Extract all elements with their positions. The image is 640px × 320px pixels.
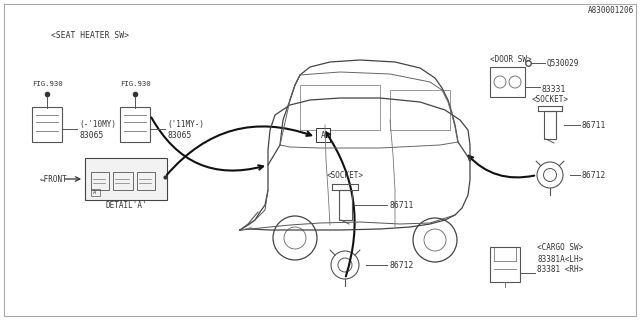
FancyArrowPatch shape bbox=[468, 156, 534, 178]
Bar bbox=[390, 90, 450, 130]
Text: DETAIL'A': DETAIL'A' bbox=[105, 202, 147, 211]
Text: 86711: 86711 bbox=[582, 121, 606, 130]
Text: <SEAT HEATER SW>: <SEAT HEATER SW> bbox=[51, 30, 129, 39]
Text: 83381 <RH>: 83381 <RH> bbox=[537, 266, 583, 275]
Bar bbox=[113, 172, 133, 190]
Text: 83065: 83065 bbox=[167, 131, 191, 140]
Text: FIG.930: FIG.930 bbox=[120, 81, 150, 87]
Text: A830001206: A830001206 bbox=[588, 6, 634, 15]
FancyArrowPatch shape bbox=[326, 132, 355, 276]
Bar bbox=[316, 128, 330, 142]
Bar bbox=[137, 172, 155, 190]
Bar bbox=[32, 107, 62, 142]
Text: ⇐FRONT: ⇐FRONT bbox=[40, 174, 68, 183]
Bar bbox=[91, 189, 100, 196]
Bar bbox=[544, 111, 556, 139]
Text: <DOOR SW>: <DOOR SW> bbox=[490, 54, 532, 63]
Text: Q530029: Q530029 bbox=[547, 59, 579, 68]
Text: 86712: 86712 bbox=[582, 171, 606, 180]
Text: FIG.930: FIG.930 bbox=[32, 81, 62, 87]
Text: (-'10MY): (-'10MY) bbox=[79, 121, 116, 130]
Bar bbox=[91, 172, 109, 190]
FancyArrowPatch shape bbox=[167, 126, 311, 175]
Text: 86712: 86712 bbox=[389, 260, 413, 269]
FancyArrowPatch shape bbox=[151, 117, 263, 171]
Text: <SOCKET>: <SOCKET> bbox=[326, 172, 364, 180]
Text: 86711: 86711 bbox=[389, 201, 413, 210]
Bar bbox=[490, 67, 525, 97]
Bar bbox=[300, 85, 380, 130]
Text: A: A bbox=[321, 131, 325, 140]
Text: 83065: 83065 bbox=[79, 131, 104, 140]
Bar bbox=[490, 247, 520, 282]
Text: A: A bbox=[93, 190, 97, 195]
Text: ('11MY-): ('11MY-) bbox=[167, 121, 204, 130]
Text: <SOCKET>: <SOCKET> bbox=[531, 94, 568, 103]
Bar bbox=[339, 190, 352, 220]
Text: 83331: 83331 bbox=[542, 85, 566, 94]
Bar bbox=[85, 158, 167, 200]
Bar bbox=[120, 107, 150, 142]
Text: 83381A<LH>: 83381A<LH> bbox=[537, 254, 583, 263]
Text: <CARGO SW>: <CARGO SW> bbox=[537, 244, 583, 252]
